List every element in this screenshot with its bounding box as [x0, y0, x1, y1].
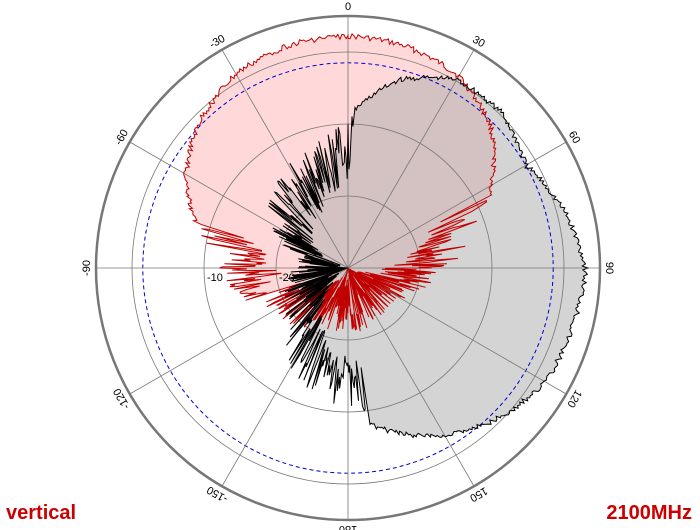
- pattern-lines: [183, 33, 590, 439]
- angle-tick-label: -90: [81, 260, 93, 276]
- polar-grid: [94, 14, 602, 522]
- grid-spoke: [221, 49, 349, 269]
- angle-tick-label: 30: [470, 34, 487, 51]
- angle-tick-label: 60: [566, 129, 583, 146]
- polarization-label: vertical: [6, 502, 77, 524]
- frequency-label: 2100MHz: [606, 502, 692, 524]
- angle-tick-label: 90: [603, 262, 615, 274]
- angle-tick-label: 180: [339, 523, 357, 530]
- angle-tick-label: 0: [345, 1, 351, 13]
- grid-spoke: [347, 49, 475, 269]
- grid-spoke: [347, 141, 567, 269]
- angle-tick-label: -150: [205, 483, 230, 504]
- radial-tick-label: -10: [207, 272, 223, 284]
- series-1-line: [268, 74, 590, 439]
- radial-tick-label: -20: [279, 272, 295, 284]
- pattern-fills: [183, 33, 588, 438]
- angle-tick-label: -120: [111, 386, 132, 411]
- series-0-line: [183, 33, 497, 332]
- grid-spoke: [347, 267, 567, 395]
